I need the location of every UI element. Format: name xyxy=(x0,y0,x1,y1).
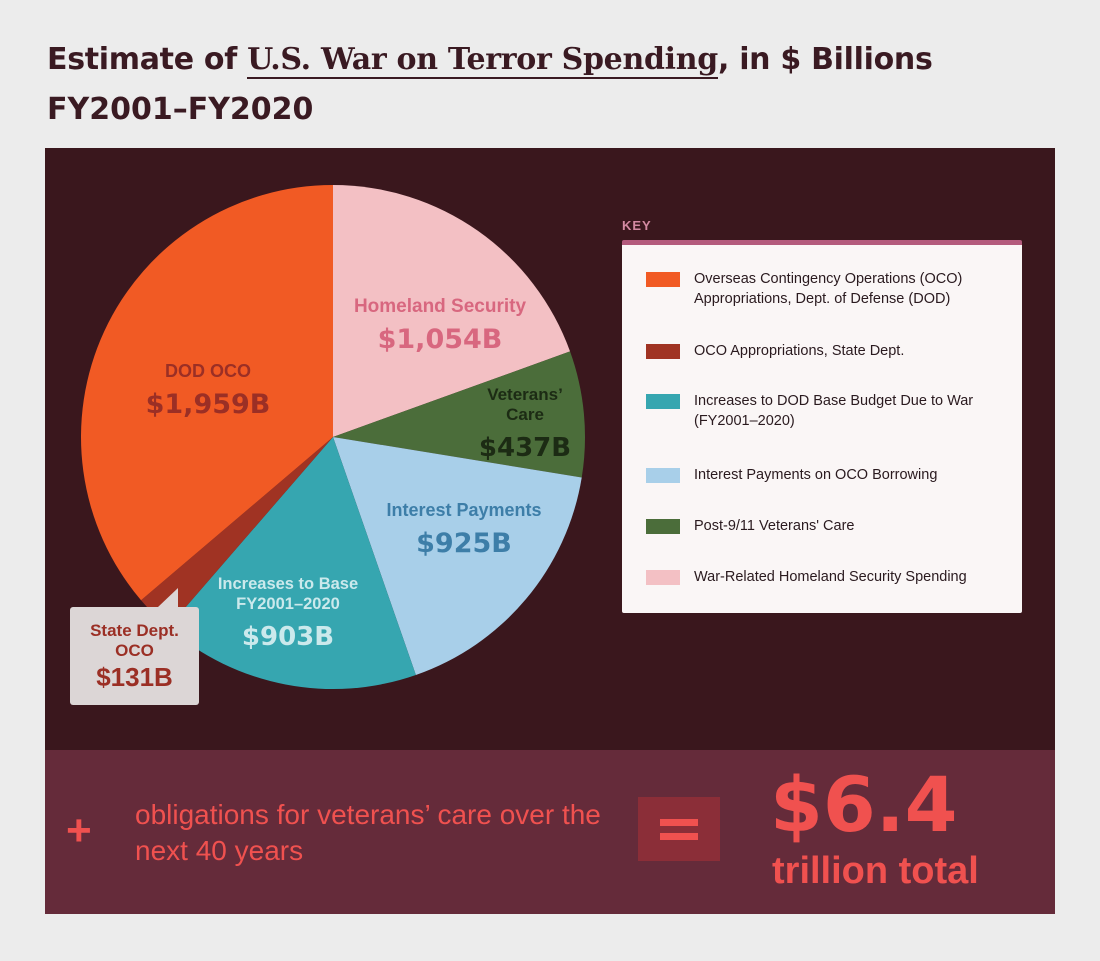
key-text-state-oco: OCO Appropriations, State Dept. xyxy=(694,343,905,359)
equals-bar-bottom xyxy=(660,833,698,840)
chart-title: Estimate of U.S. War on Terror Spending,… xyxy=(47,38,933,82)
key-text-interest: Interest Payments on OCO Borrowing xyxy=(694,467,938,483)
key-item-dod-oco: Overseas Contingency Operations (OCO) Ap… xyxy=(646,269,1014,309)
key-item-state-oco: OCO Appropriations, State Dept. xyxy=(646,341,1014,361)
slice-name-5-0: DOD OCO xyxy=(165,361,251,381)
slice-name-0-0: Homeland Security xyxy=(354,296,527,317)
key-text-veterans: Post-9/11 Veterans' Care xyxy=(694,518,855,534)
slice-name-3-0: Increases to Base xyxy=(218,575,358,593)
pie-slice-3 xyxy=(168,437,416,689)
key-label: KEY xyxy=(622,218,652,233)
key-text-dod-oco: Overseas Contingency Operations (OCO) Ap… xyxy=(694,271,963,307)
key-item-homeland: War-Related Homeland Security Spending xyxy=(646,567,1014,587)
slice-value-2: $925B xyxy=(416,528,512,559)
slice-value-0: $1,054B xyxy=(378,324,503,355)
slice-value-5: $1,959B xyxy=(146,389,271,420)
total-amount: $6.4 xyxy=(770,760,958,849)
pie-slice-0 xyxy=(333,185,571,437)
slice-name-1-1: Care xyxy=(506,405,544,424)
plus-sign: + xyxy=(66,806,92,855)
swatch-veterans xyxy=(646,519,680,534)
pie-slice-4 xyxy=(141,437,333,628)
summary-bar xyxy=(45,750,1055,914)
swatch-dod-oco xyxy=(646,272,680,287)
callout-value: $131B xyxy=(96,662,173,692)
chart-subtitle: FY2001–FY2020 xyxy=(47,92,314,127)
pie-slice-2 xyxy=(333,437,582,675)
title-suffix: , in $ Billions xyxy=(717,42,933,77)
key-item-base-increase: Increases to DOD Base Budget Due to War … xyxy=(646,391,1014,431)
callout-pointer xyxy=(158,588,178,607)
key-item-interest: Interest Payments on OCO Borrowing xyxy=(646,465,1014,485)
key-text-base-increase: Increases to DOD Base Budget Due to War … xyxy=(694,393,974,429)
state-dept-callout: State Dept. OCO $131B xyxy=(70,607,199,705)
swatch-homeland xyxy=(646,570,680,585)
key-box: Overseas Contingency Operations (OCO) Ap… xyxy=(622,240,1022,613)
pie-slice-5 xyxy=(81,185,333,601)
title-prefix: Estimate of xyxy=(47,42,248,77)
obligations-text: obligations for veterans’ care over the … xyxy=(135,799,601,866)
title-link[interactable]: U.S. War on Terror Spending xyxy=(247,42,718,79)
total-unit: trillion total xyxy=(772,850,979,892)
key-text-homeland: War-Related Homeland Security Spending xyxy=(694,569,967,585)
pie-slice-1 xyxy=(333,351,585,478)
slice-name-2-0: Interest Payments xyxy=(386,500,541,520)
slice-name-3-1: FY2001–2020 xyxy=(236,595,340,613)
slice-name-1-0: Veterans’ xyxy=(487,385,563,404)
equals-bar-top xyxy=(660,819,698,826)
swatch-base-increase xyxy=(646,394,680,409)
callout-name: State Dept. OCO xyxy=(90,621,179,660)
key-item-veterans: Post-9/11 Veterans' Care xyxy=(646,516,1014,536)
swatch-state-oco xyxy=(646,344,680,359)
slice-value-3: $903B xyxy=(242,622,334,652)
equals-sign xyxy=(638,797,720,861)
swatch-interest xyxy=(646,468,680,483)
slice-value-1: $437B xyxy=(479,433,571,463)
